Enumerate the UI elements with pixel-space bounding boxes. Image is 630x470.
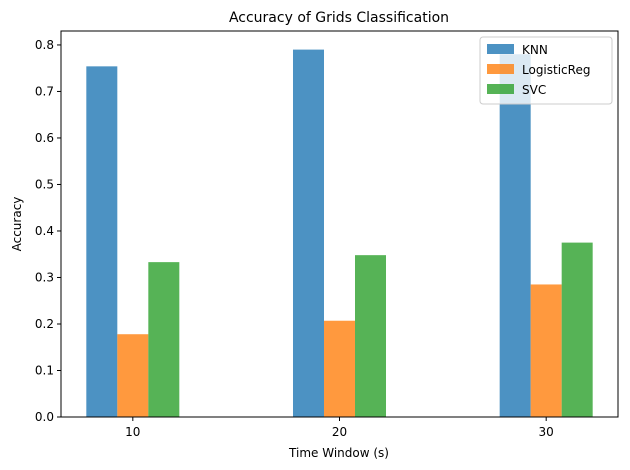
legend-swatch-svc xyxy=(487,84,514,94)
legend-swatch-logisticreg xyxy=(487,64,514,74)
y-tick-label: 0.4 xyxy=(35,224,54,238)
y-tick-label: 0.0 xyxy=(35,410,54,424)
y-tick-label: 0.7 xyxy=(35,84,54,98)
bar-logisticreg-10 xyxy=(117,334,149,417)
x-tick-label: 20 xyxy=(332,425,347,439)
chart-title: Accuracy of Grids Classification xyxy=(229,10,449,26)
y-tick-label: 0.1 xyxy=(35,363,54,377)
x-axis-label: Time Window (s) xyxy=(288,446,389,460)
bar-logisticreg-20 xyxy=(323,320,356,417)
plot-area xyxy=(86,49,593,418)
legend-label-knn: KNN xyxy=(522,43,548,57)
x-tick-label: 10 xyxy=(125,425,140,439)
bar-knn-10 xyxy=(86,66,118,418)
bar-knn-20 xyxy=(292,49,324,417)
legend-label-logisticreg: LogisticReg xyxy=(522,63,590,77)
y-axis-label: Accuracy xyxy=(10,197,24,252)
bar-knn-30 xyxy=(499,54,531,417)
y-tick-label: 0.8 xyxy=(35,38,54,52)
bar-logisticreg-30 xyxy=(530,284,562,417)
legend: KNN LogisticReg SVC xyxy=(479,36,613,105)
y-tick-label: 0.3 xyxy=(35,270,54,284)
bar-svc-20 xyxy=(355,255,387,417)
bar-svc-30 xyxy=(561,242,593,417)
x-axis: 10 20 30 xyxy=(125,417,554,439)
y-tick-label: 0.5 xyxy=(35,177,54,191)
legend-swatch-knn xyxy=(487,44,514,54)
y-axis: 0.0 0.1 0.2 0.3 0.4 0.5 0.6 0.7 0.8 xyxy=(35,38,61,424)
x-tick-label: 30 xyxy=(539,425,554,439)
y-tick-label: 0.2 xyxy=(35,317,54,331)
y-tick-label: 0.6 xyxy=(35,131,54,145)
legend-label-svc: SVC xyxy=(522,83,546,97)
bar-svc-10 xyxy=(148,262,180,417)
